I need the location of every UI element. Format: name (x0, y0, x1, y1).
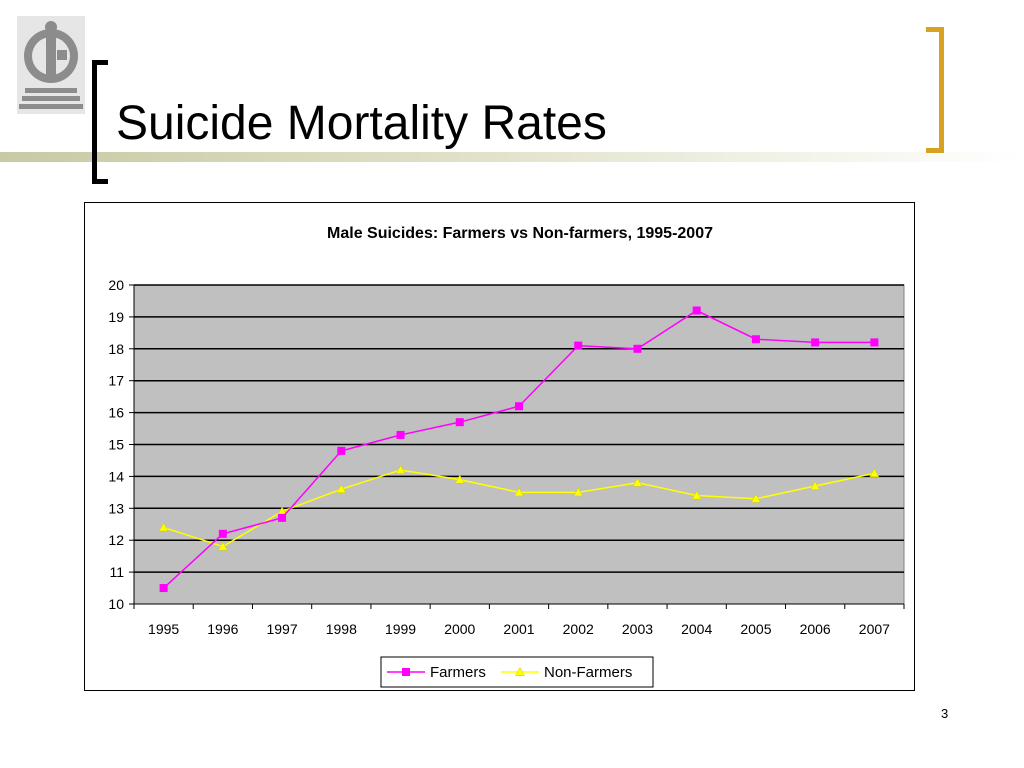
x-tick-label: 1998 (326, 621, 357, 637)
data-point-farmers (159, 584, 168, 593)
y-tick-label: 14 (108, 468, 124, 484)
data-point-non-farmers (869, 468, 880, 478)
y-tick-label: 10 (108, 596, 124, 612)
data-point-non-farmers (217, 541, 228, 551)
right-bracket-decoration (926, 27, 944, 153)
data-point-farmers (337, 446, 346, 455)
slide-title: Suicide Mortality Rates (116, 97, 607, 150)
data-point-non-farmers (158, 522, 169, 532)
x-tick-label: 1996 (207, 621, 238, 637)
data-point-non-farmers (691, 490, 702, 500)
legend-marker (402, 668, 410, 676)
x-tick-label: 1995 (148, 621, 179, 637)
title-accent-bar (0, 152, 1024, 162)
data-point-farmers (218, 529, 227, 538)
data-point-non-farmers (514, 487, 524, 497)
y-tick-label: 12 (108, 532, 124, 548)
data-point-farmers (278, 513, 287, 522)
x-tick-label: 2003 (622, 621, 653, 637)
data-point-farmers (515, 402, 523, 411)
data-point-farmers (455, 418, 464, 427)
legend-label: Farmers (430, 664, 486, 681)
x-tick-label: 2002 (563, 621, 594, 637)
legend-label: Non-Farmers (544, 664, 632, 681)
data-point-farmers (396, 430, 405, 439)
y-tick-label: 18 (108, 341, 124, 357)
x-tick-label: 2000 (444, 621, 475, 637)
y-tick-label: 19 (108, 309, 124, 325)
line-chart: Male Suicides: Farmers vs Non-farmers, 1… (108, 225, 905, 688)
data-point-non-farmers (395, 465, 406, 474)
data-point-non-farmers (336, 484, 347, 494)
data-point-farmers (751, 335, 760, 344)
data-point-farmers (692, 306, 701, 315)
x-tick-label: 2004 (681, 621, 712, 637)
institution-logo (17, 16, 85, 114)
y-tick-label: 16 (108, 405, 124, 421)
data-point-farmers (870, 338, 879, 347)
x-tick-label: 2007 (859, 621, 890, 637)
data-point-non-farmers (810, 480, 821, 490)
left-bracket-decoration (92, 60, 108, 184)
data-point-farmers (811, 338, 820, 347)
y-tick-label: 13 (108, 500, 124, 516)
data-point-farmers (574, 341, 583, 350)
data-point-non-farmers (454, 474, 465, 484)
y-tick-label: 17 (108, 373, 124, 389)
y-tick-label: 20 (108, 277, 124, 293)
x-tick-label: 2006 (800, 621, 831, 637)
x-tick-label: 1999 (385, 621, 416, 637)
chart-frame: Male Suicides: Farmers vs Non-farmers, 1… (84, 202, 915, 691)
chart-title: Male Suicides: Farmers vs Non-farmers, 1… (327, 225, 713, 242)
x-tick-label: 2001 (503, 621, 534, 637)
x-tick-label: 2005 (740, 621, 771, 637)
data-point-non-farmers (750, 493, 761, 503)
data-point-farmers (633, 344, 642, 353)
y-tick-label: 15 (108, 437, 124, 453)
data-point-non-farmers (573, 487, 584, 497)
data-point-non-farmers (632, 477, 643, 487)
y-tick-label: 11 (109, 564, 124, 580)
page-number: 3 (941, 706, 949, 721)
legend-marker (515, 666, 525, 676)
x-tick-label: 1997 (266, 621, 297, 637)
